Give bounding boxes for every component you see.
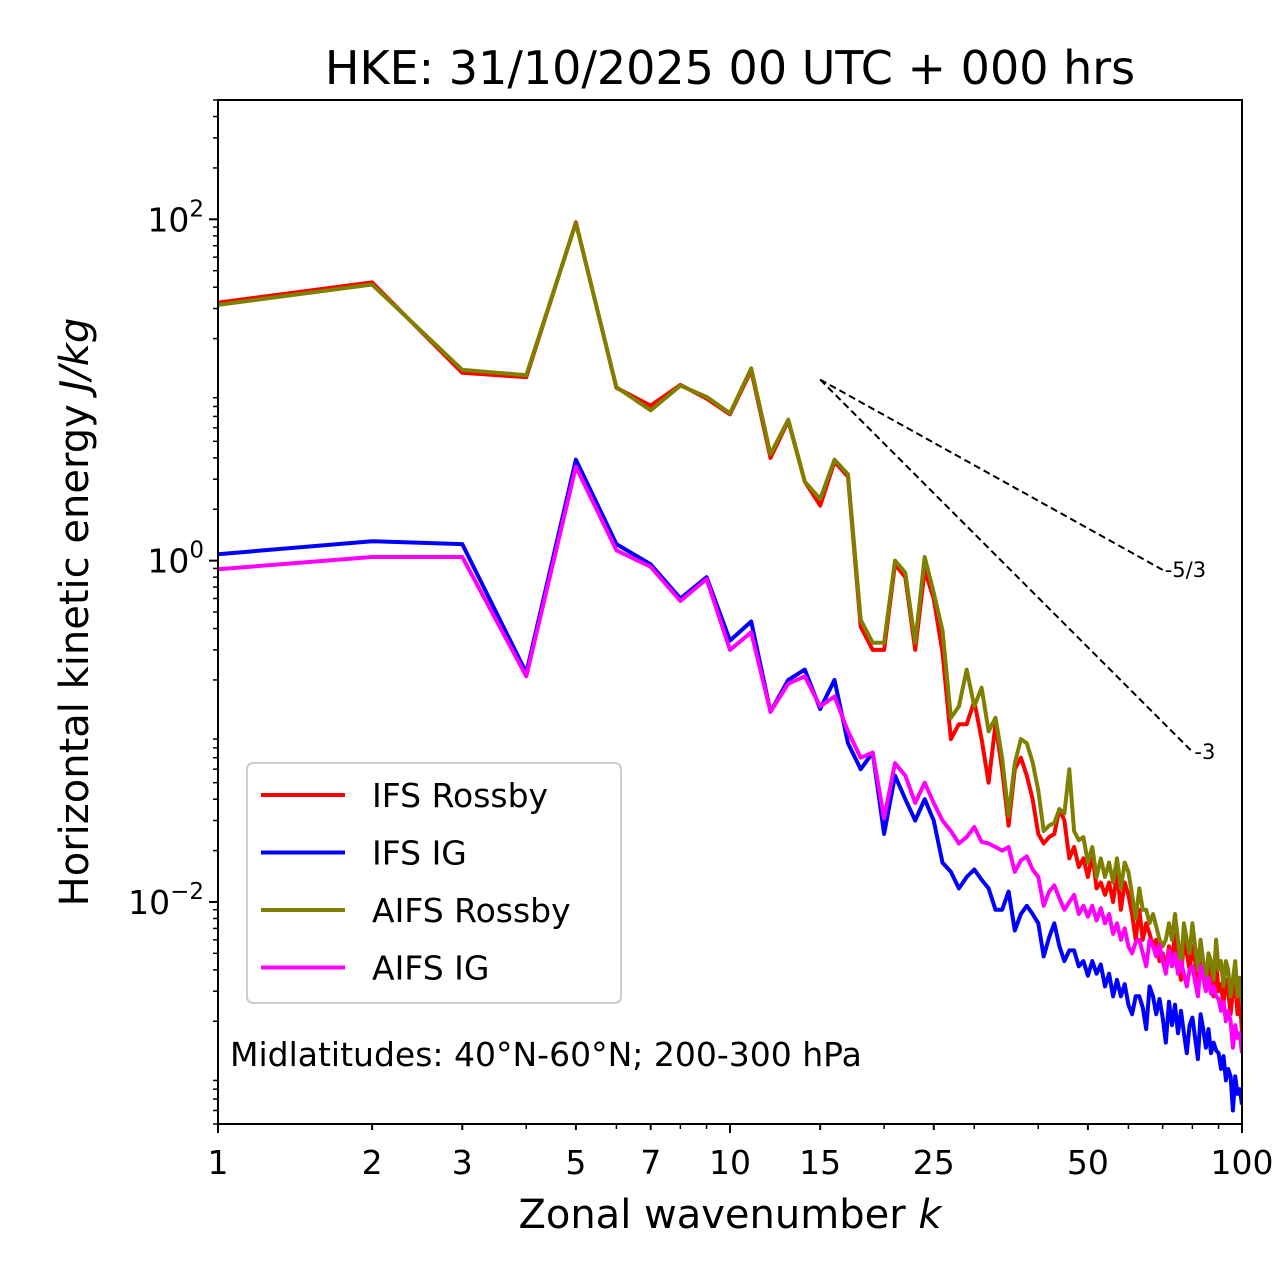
series-line (218, 221, 1242, 1005)
legend-label: AIFS Rossby (372, 891, 571, 930)
x-tick-label: 25 (913, 1143, 955, 1182)
chart-title: HKE: 31/10/2025 00 UTC + 000 hrs (325, 41, 1135, 95)
reference-line-label: -3 (1194, 740, 1215, 764)
x-tick-label: 3 (452, 1143, 473, 1182)
y-axis-label-unit: J/kg (52, 318, 98, 399)
x-tick-label: 50 (1067, 1143, 1109, 1182)
x-tick-label: 5 (565, 1143, 586, 1182)
series-line (218, 464, 1242, 1054)
y-tick-label-base: 10 (147, 200, 189, 239)
y-tick-label-base: 10 (128, 883, 170, 922)
y-tick-label-exponent: 0 (189, 538, 204, 564)
reference-slope-lines: -5/3 -3 (819, 378, 1215, 764)
legend: IFS Rossby IFS IG AIFS Rossby AIFS IG (246, 762, 622, 1004)
x-axis-label-text: Zonal wavenumber (518, 1192, 918, 1238)
legend-frame (246, 762, 622, 1004)
legend-label: IFS Rossby (372, 776, 548, 815)
series-lines (218, 220, 1242, 1113)
plot-frame (217, 99, 1243, 1125)
x-tick-label: 7 (640, 1143, 661, 1182)
y-tick-label: 102 (147, 196, 204, 239)
reference-line-label: -5/3 (1165, 558, 1206, 582)
x-tick-label: 15 (799, 1143, 841, 1182)
y-tick-label: 100 (147, 538, 204, 581)
x-tick-label: 1 (208, 1143, 229, 1182)
y-axis-label-text: Horizontal kinetic energy (52, 392, 98, 907)
y-axis-label: Horizontal kinetic energy J/kg (52, 318, 98, 907)
legend-label: IFS IG (372, 834, 467, 873)
y-tick-label-exponent: 2 (189, 196, 204, 222)
x-tick-label: 2 (362, 1143, 383, 1182)
region-annotation: Midlatitudes: 40°N-60°N; 200-300 hPa (230, 1035, 862, 1074)
x-axis-label-variable: k (918, 1192, 943, 1238)
y-tick-label-exponent: −2 (170, 879, 204, 905)
x-tick-label: 100 (1211, 1143, 1274, 1182)
x-axis-label: Zonal wavenumber k (518, 1192, 943, 1238)
legend-label: AIFS IG (372, 949, 489, 988)
x-tick-label: 10 (709, 1143, 751, 1182)
series-line (218, 457, 1242, 1113)
y-tick-label: 10−2 (128, 879, 204, 922)
y-tick-label-base: 10 (147, 542, 189, 581)
